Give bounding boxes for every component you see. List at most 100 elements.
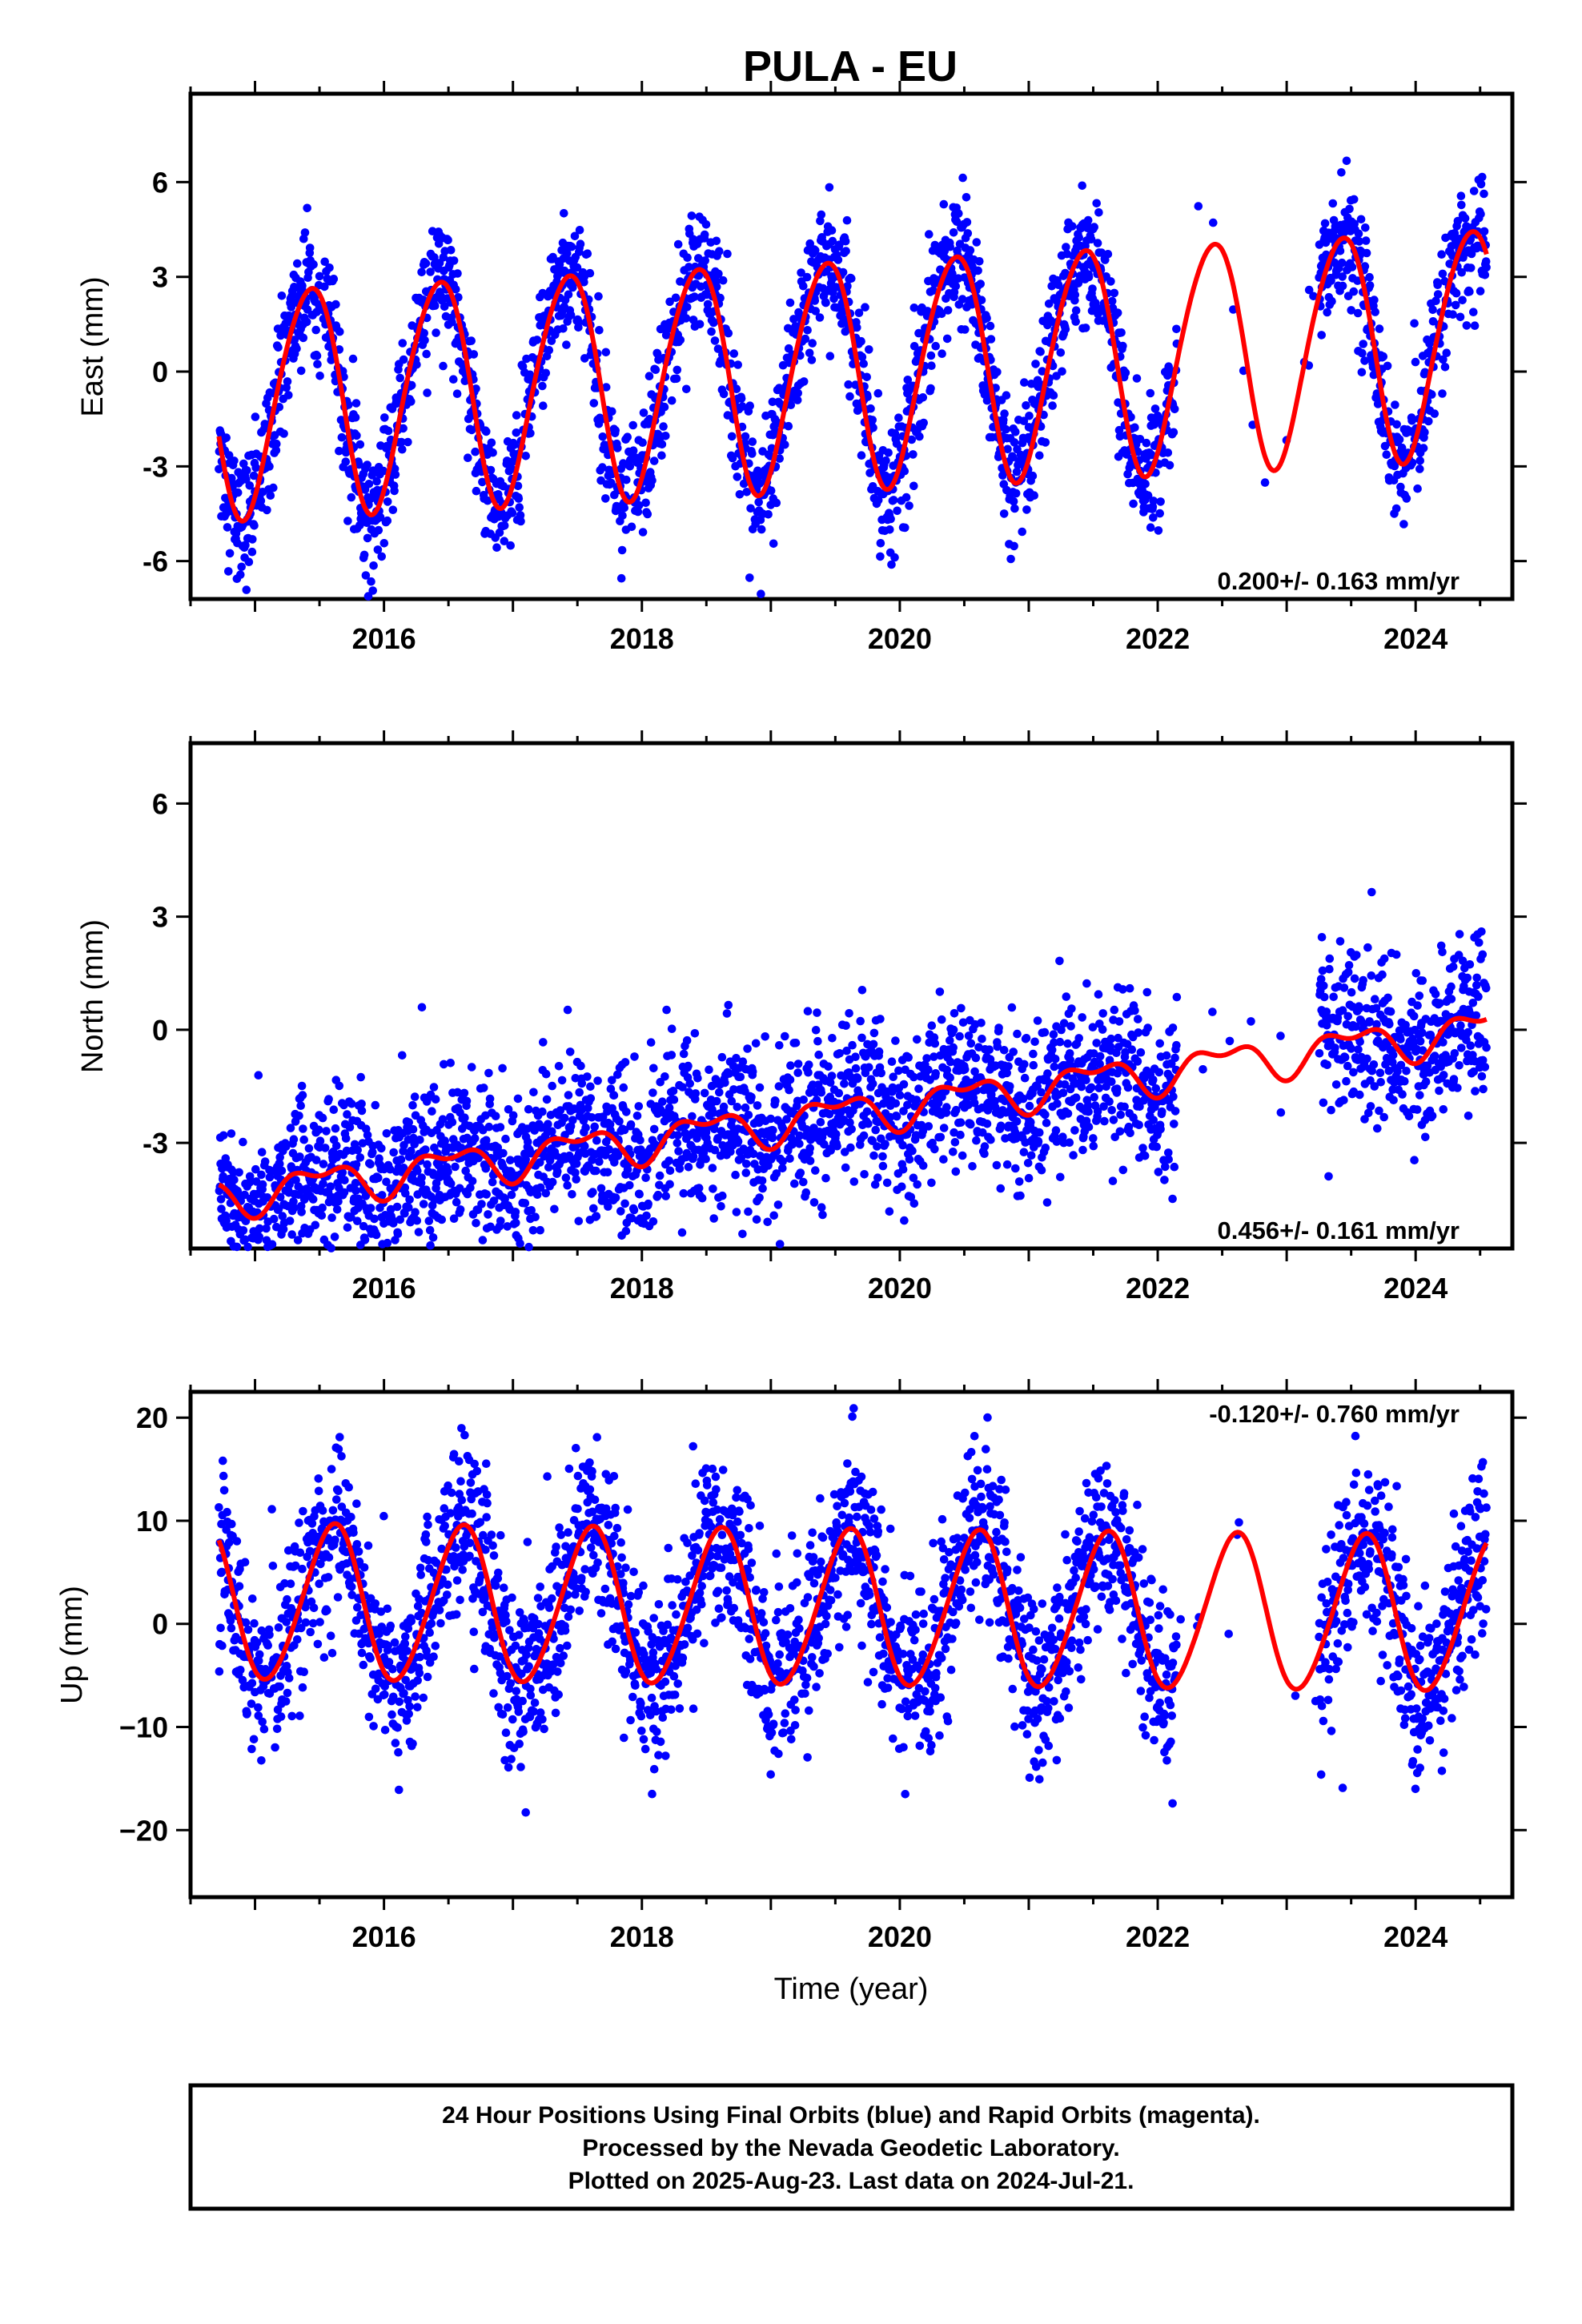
north-data-point [421, 1145, 430, 1154]
east-data-point [628, 420, 637, 430]
east-data-point [391, 470, 400, 479]
north-data-point [258, 1180, 267, 1189]
east-data-point [946, 242, 954, 251]
east-data-point [1438, 269, 1447, 279]
east-data-point [1411, 357, 1420, 367]
north-data-point [257, 1170, 266, 1180]
north-data-point [299, 1124, 307, 1133]
north-data-point [722, 1009, 732, 1018]
east-data-point [1353, 308, 1363, 318]
east-data-point [526, 428, 535, 438]
east-data-point [931, 341, 940, 351]
north-data-point [708, 1164, 717, 1172]
east-data-point [769, 539, 778, 549]
north-data-point [1331, 1080, 1341, 1089]
north-data-point [1170, 1053, 1179, 1063]
north-data-point [536, 1225, 544, 1235]
east-data-point [1452, 288, 1461, 298]
east-data-point [742, 488, 751, 497]
north-data-point [553, 1167, 562, 1176]
east-data-point [909, 342, 919, 351]
east-data-point [690, 292, 699, 301]
east-data-point [347, 493, 356, 502]
east-data-point [486, 465, 496, 475]
east-data-point [1349, 287, 1359, 296]
east-data-point [620, 503, 628, 513]
north-data-point [444, 1167, 452, 1176]
north-data-point [1343, 1011, 1352, 1021]
north-data-point [1012, 1117, 1022, 1126]
north-data-point [1090, 1092, 1098, 1102]
north-data-point [744, 1207, 753, 1216]
north-data-point [428, 1107, 436, 1116]
north-data-point [1078, 1145, 1087, 1155]
east-data-point [811, 307, 820, 316]
east-data-point [927, 361, 936, 371]
east-data-point [1012, 467, 1022, 476]
north-data-point [470, 1134, 480, 1143]
north-data-point [1065, 1138, 1074, 1147]
north-data-point [564, 1091, 573, 1100]
north-data-point [1037, 1165, 1046, 1175]
north-data-point [426, 1240, 435, 1250]
north-data-point [891, 1036, 900, 1045]
north-data-point [1016, 1191, 1025, 1200]
east-data-point [368, 586, 378, 595]
north-data-point [516, 1239, 524, 1248]
east-data-point [355, 521, 364, 530]
north-data-point [648, 1088, 657, 1097]
east-data-point [298, 281, 307, 291]
east-data-point [372, 476, 381, 486]
east-data-point [768, 397, 777, 407]
east-data-point [487, 438, 496, 448]
east-data-point [373, 545, 383, 554]
north-data-point [595, 1157, 604, 1166]
north-data-point [658, 1097, 667, 1106]
north-data-point [298, 1091, 307, 1100]
north-data-point [1335, 937, 1345, 946]
east-data-point [1327, 276, 1335, 285]
east-data-point [842, 215, 852, 225]
north-data-point [1105, 1097, 1114, 1106]
north-data-point [329, 1105, 339, 1114]
north-data-point [452, 1197, 461, 1207]
east-data-point [515, 503, 524, 512]
north-data-point [586, 1094, 596, 1103]
east-data-point [810, 296, 820, 305]
north-data-point [694, 1184, 704, 1192]
north-data-point [803, 1007, 813, 1015]
north-data-point [661, 1192, 670, 1200]
east-data-point [1335, 247, 1345, 255]
north-data-point [958, 1151, 967, 1160]
east-data-point [1465, 287, 1474, 296]
east-data-point [1260, 478, 1270, 487]
north-data-point [370, 1214, 379, 1224]
east-data-point [417, 267, 426, 277]
east-data-point [876, 539, 885, 548]
north-data-point [1130, 1006, 1139, 1015]
east-data-point [1415, 456, 1424, 465]
east-data-point [390, 486, 399, 496]
north-data-point [393, 1229, 403, 1239]
east-data-point [1071, 317, 1080, 326]
north-data-point [1019, 1148, 1029, 1156]
north-data-point [1118, 1165, 1128, 1175]
east-data-point [687, 211, 697, 220]
east-data-point [452, 389, 462, 399]
north-data-point [805, 1060, 813, 1069]
east-data-point [292, 344, 301, 353]
east-data-point [299, 333, 308, 343]
north-data-point [809, 1198, 819, 1207]
north-data-point [1095, 1051, 1105, 1061]
north-data-point [1114, 1017, 1124, 1026]
north-data-point [589, 1204, 598, 1213]
north-data-point [484, 1068, 493, 1078]
north-data-point [583, 1072, 592, 1081]
east-data-point [710, 336, 720, 345]
north-data-point [918, 1161, 928, 1170]
east-data-point [1476, 179, 1486, 189]
east-data-point [865, 345, 873, 354]
north-data-point [661, 1072, 669, 1081]
north-data-point [1098, 1025, 1107, 1034]
east-data-point [1011, 489, 1021, 498]
